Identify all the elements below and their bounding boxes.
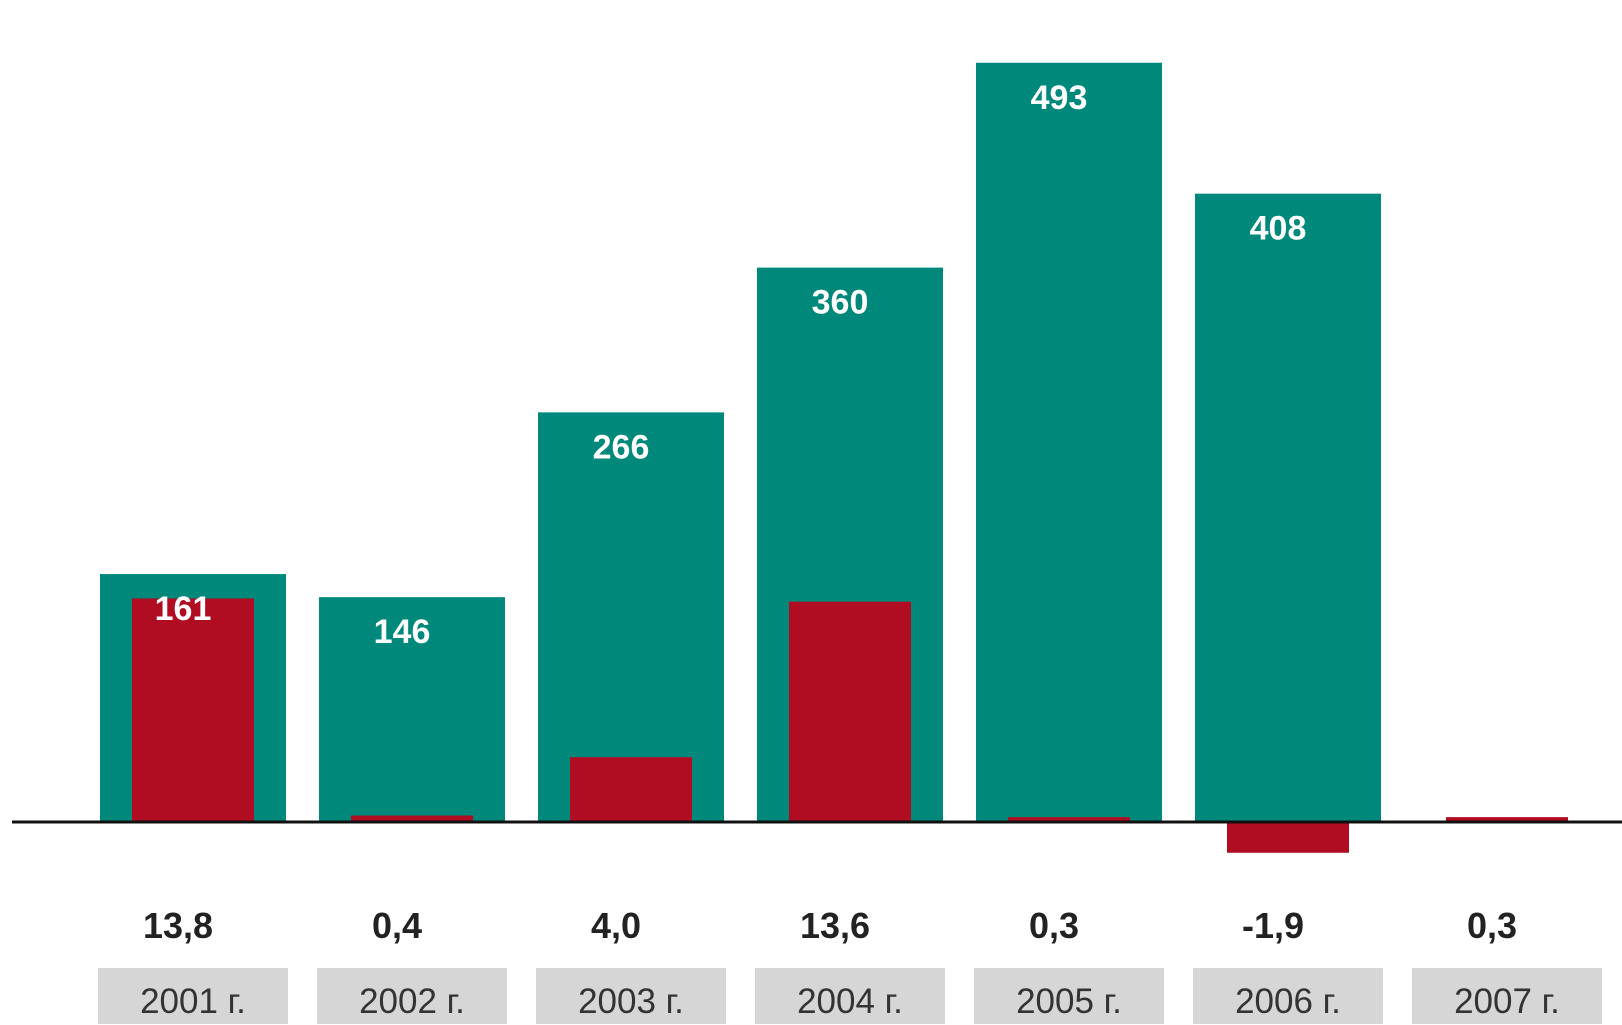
teal-value-label: 493: [1031, 79, 1088, 117]
teal-value-label: 266: [593, 428, 650, 466]
red-bar-group: [132, 598, 1568, 853]
year-label-box: [98, 968, 288, 1024]
red-bar: [132, 598, 254, 822]
year-label: 2003 г.: [578, 982, 684, 1021]
year-label-box: [317, 968, 507, 1024]
year-label-box: [1412, 968, 1602, 1024]
red-bar: [789, 601, 911, 822]
teal-value-labels: 161 146 266 360 493 408: [155, 79, 1307, 651]
red-bar: [351, 815, 473, 822]
year-label-box: [974, 968, 1164, 1024]
red-bar: [570, 757, 692, 822]
year-label: 2007 г.: [1454, 982, 1560, 1021]
teal-bar: [1195, 193, 1381, 822]
red-bar: [1008, 817, 1130, 822]
year-label-box: [536, 968, 726, 1024]
red-value-label: 4,0: [591, 905, 641, 946]
year-label: 2006 г.: [1235, 982, 1341, 1021]
teal-value-label: 146: [374, 613, 431, 651]
year-label: 2001 г.: [140, 982, 246, 1021]
year-tick-labels: 2001 г. 2002 г. 2003 г. 2004 г. 2005 г. 2006 …: [98, 968, 1602, 1024]
red-value-label: 13,6: [800, 905, 870, 946]
red-value-label: 0,4: [372, 905, 422, 946]
red-value-label: 13,8: [143, 905, 213, 946]
year-label: 2005 г.: [1016, 982, 1122, 1021]
teal-value-label: 360: [812, 284, 869, 322]
year-label-box: [1193, 968, 1383, 1024]
red-bar: [1227, 822, 1349, 853]
teal-bar: [976, 62, 1162, 822]
red-value-label: -1,9: [1242, 905, 1304, 946]
red-bar: [1446, 817, 1568, 822]
year-label: 2002 г.: [359, 982, 465, 1021]
red-value-label: 0,3: [1029, 905, 1079, 946]
teal-value-label: 408: [1250, 210, 1307, 248]
year-label-box: [755, 968, 945, 1024]
red-value-label: 0,3: [1467, 905, 1517, 946]
teal-bar: [538, 412, 724, 822]
teal-bar: [319, 597, 505, 822]
teal-value-label: 161: [155, 590, 212, 628]
teal-bar-group: [100, 62, 1381, 823]
year-label: 2004 г.: [797, 982, 903, 1021]
red-value-labels: 13,8 0,4 4,0 13,6 0,3 -1,9 0,3: [143, 905, 1517, 946]
